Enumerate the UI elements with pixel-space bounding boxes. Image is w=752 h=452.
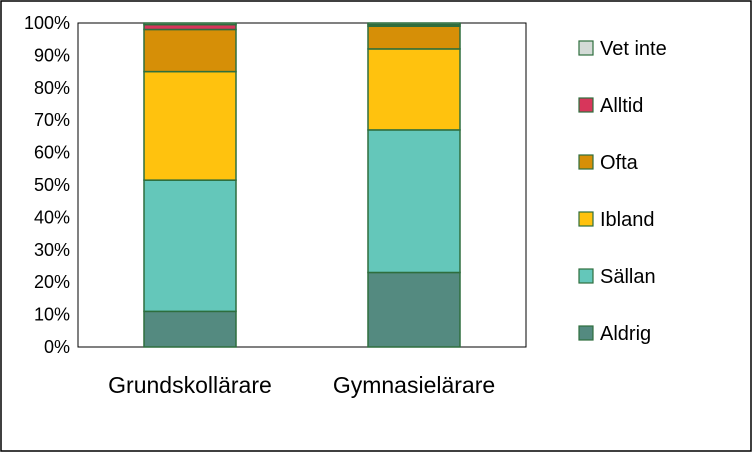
x-axis: Grundskollärare Gymnasielärare [108,372,495,398]
legend-label: Aldrig [600,323,651,345]
y-tick-label: 0% [44,337,70,357]
legend-label: Ibland [600,209,655,231]
legend-swatch [578,154,594,170]
legend-label: Sällan [600,266,656,288]
y-tick-label: 70% [34,110,70,130]
bar-segment-ibland-1 [367,48,461,131]
y-tick-label: 10% [34,305,70,325]
y-tick-label: 100% [24,13,70,33]
bar-segment-aldrig-1 [367,271,461,348]
legend: Vet inte Alltid Ofta Ibland Sällan Aldrig [578,38,667,345]
bar-segment-ofta-1 [367,25,461,50]
y-axis: 0% 10% 20% 30% 40% 50% 60% 70% 80% 90% 100% [24,13,70,357]
x-category-label: Grundskollärare [108,372,272,398]
legend-swatch [578,40,594,56]
bar-segment-vet-inte-1 [367,22,461,26]
bars [143,22,461,348]
x-category-label: Gymnasielärare [333,372,495,398]
bar-segment-ibland-0 [143,70,237,181]
legend-label: Ofta [600,152,639,174]
bar-segment-s-llan-0 [143,179,237,313]
legend-label: Alltid [600,95,643,117]
y-tick-label: 80% [34,78,70,98]
legend-swatch [578,97,594,113]
bar-segment-s-llan-1 [367,129,461,274]
legend-label: Vet inte [600,38,667,60]
y-tick-label: 50% [34,175,70,195]
legend-swatch [578,325,594,341]
y-tick-label: 40% [34,207,70,227]
plot-area [77,22,527,348]
y-tick-label: 30% [34,240,70,260]
y-tick-label: 20% [34,272,70,292]
bar-segment-vet-inte-0 [143,22,237,26]
bar-segment-aldrig-0 [143,310,237,348]
legend-swatch [578,268,594,284]
y-tick-label: 90% [34,45,70,65]
y-tick-label: 60% [34,143,70,163]
bar-segment-ofta-0 [143,28,237,73]
legend-swatch [578,211,594,227]
